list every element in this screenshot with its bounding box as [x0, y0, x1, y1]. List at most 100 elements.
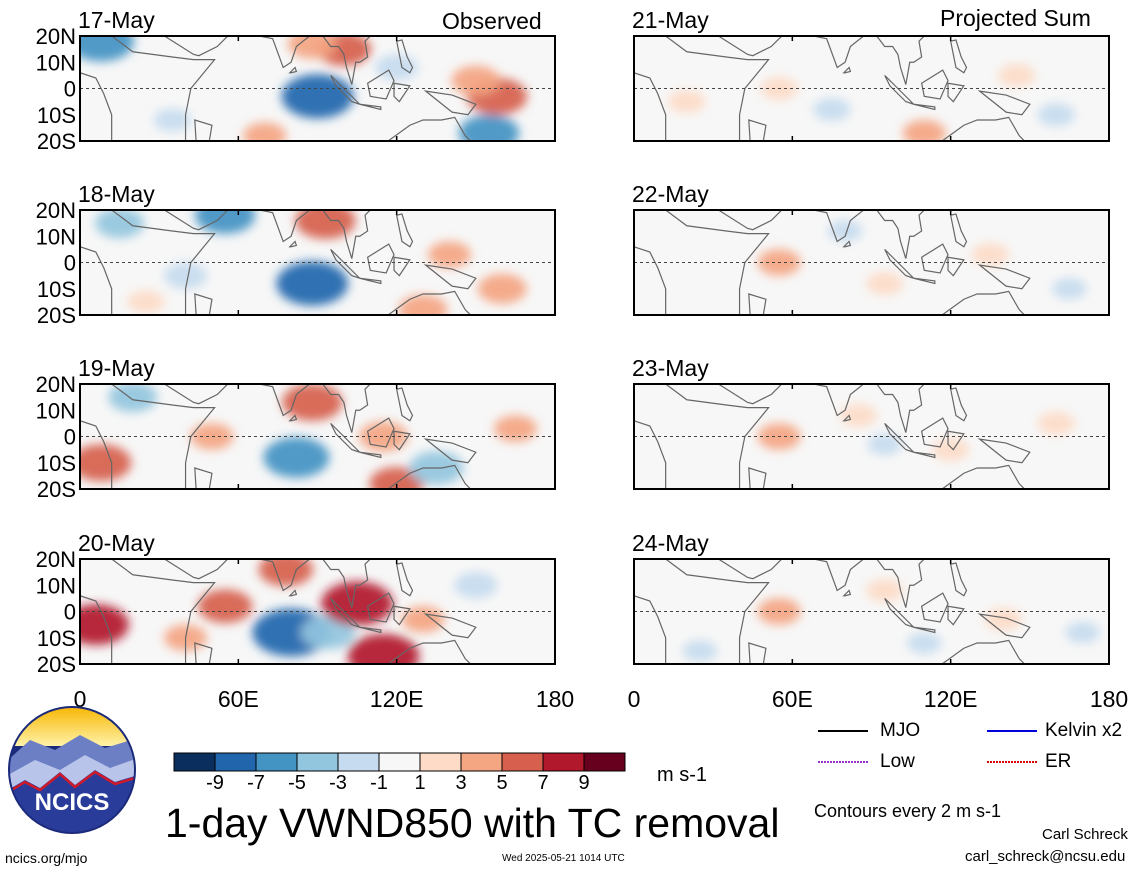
anomaly-blob — [668, 90, 706, 114]
coastline — [80, 210, 216, 315]
coastline — [377, 639, 472, 664]
coastline — [913, 451, 936, 459]
colorbar-tick-label: 9 — [578, 772, 589, 794]
coastline — [194, 467, 213, 489]
contour-note: Contours every 2 m s-1 — [814, 801, 1002, 821]
anomaly-blob — [276, 261, 349, 306]
coastline — [330, 74, 361, 105]
panel-frame — [633, 558, 1110, 665]
colorbar-swatch — [583, 752, 626, 772]
legend-label-mjo: MJO — [880, 720, 921, 741]
lat-tick-label: 0 — [64, 251, 76, 276]
colorbar-swatch — [173, 752, 216, 772]
coastline — [634, 559, 770, 664]
observed-header: Observed — [442, 8, 542, 34]
anomaly-blob — [682, 640, 718, 662]
coastline — [920, 69, 949, 100]
coastline — [884, 597, 915, 628]
colorbar-swatch — [542, 752, 585, 772]
coastline — [813, 384, 865, 417]
coastline — [393, 256, 411, 277]
panel-frame — [79, 383, 556, 490]
anomaly-blob — [1065, 621, 1100, 644]
coastline — [423, 264, 477, 290]
coastline — [366, 243, 395, 274]
coastline — [423, 90, 477, 116]
panel-frame — [633, 209, 1110, 316]
colorbar-swatch — [378, 752, 421, 772]
coastline — [842, 66, 852, 74]
legend-label-low: Low — [880, 751, 915, 772]
panel-date: 20-May — [78, 530, 155, 556]
anomaly-blob — [401, 606, 445, 633]
panel-date: 17-May — [78, 7, 155, 33]
coastline — [717, 559, 783, 580]
lon-tick-label: 0 — [628, 686, 641, 712]
anomaly-blob — [243, 122, 287, 141]
coastline — [947, 256, 965, 277]
coastline — [359, 277, 382, 285]
anomaly-blob — [1037, 411, 1075, 435]
coastline — [163, 384, 229, 405]
coastline — [748, 467, 767, 489]
coastline — [377, 290, 472, 315]
map-panel: 23-May — [632, 355, 1110, 490]
anomaly-blob — [127, 290, 165, 314]
lat-tick-label: 10S — [37, 451, 76, 476]
coastline — [259, 36, 311, 69]
lat-tick-label: 0 — [64, 600, 76, 625]
coastline — [931, 639, 1026, 664]
panel-date: 22-May — [632, 181, 709, 207]
anomaly-blob — [477, 273, 527, 304]
coastline — [949, 387, 968, 422]
coastline — [931, 290, 1026, 315]
coastline — [842, 589, 852, 597]
lat-tick-label: 20N — [36, 547, 76, 572]
coastline — [947, 430, 965, 451]
anomaly-blob — [813, 97, 851, 122]
lat-tick-label: 10N — [36, 398, 76, 423]
coastline — [259, 210, 311, 243]
ncics-logo: NCICS — [8, 706, 136, 834]
coastline — [876, 559, 926, 608]
anomaly-blob — [287, 36, 337, 59]
anomaly-blob — [493, 415, 537, 442]
coastline — [977, 90, 1031, 116]
coastline — [884, 248, 915, 279]
site-url: ncics.org/mjo — [5, 850, 88, 866]
colorbar-swatch — [255, 752, 298, 772]
anomaly-blob — [375, 54, 419, 81]
anomaly-blob — [153, 108, 192, 132]
lat-tick-label: 10N — [36, 50, 76, 75]
anomaly-blob — [295, 210, 356, 240]
author: Carl Schreck — [1042, 826, 1128, 843]
coastline — [423, 438, 477, 464]
coastline — [393, 82, 411, 103]
anomaly-blob — [190, 423, 234, 450]
coastline — [884, 74, 915, 105]
coastline — [748, 642, 767, 664]
lat-tick-label: 0 — [64, 425, 76, 450]
colorbar-tick-label: -9 — [206, 772, 224, 794]
coastline — [395, 562, 414, 597]
coastline — [80, 36, 216, 141]
coastline — [377, 116, 472, 141]
lat-tick-label: 10N — [36, 573, 76, 598]
map-panel: 22-May — [632, 181, 1110, 316]
colorbar-swatch — [419, 752, 462, 772]
coastline — [80, 559, 216, 664]
anomaly-blob — [1037, 103, 1075, 127]
anomaly-blob — [427, 241, 472, 268]
anomaly-blob — [194, 210, 256, 234]
legend-label-kelvin: Kelvin x2 — [1045, 720, 1123, 741]
coastline — [366, 592, 395, 623]
coastline — [322, 384, 372, 433]
coastline — [259, 559, 311, 592]
lon-tick-label: 0 — [74, 686, 87, 712]
lat-tick-label: 20S — [37, 129, 76, 154]
author-email: carl_schreck@ncsu.edu — [965, 848, 1126, 865]
coastline — [884, 422, 915, 453]
